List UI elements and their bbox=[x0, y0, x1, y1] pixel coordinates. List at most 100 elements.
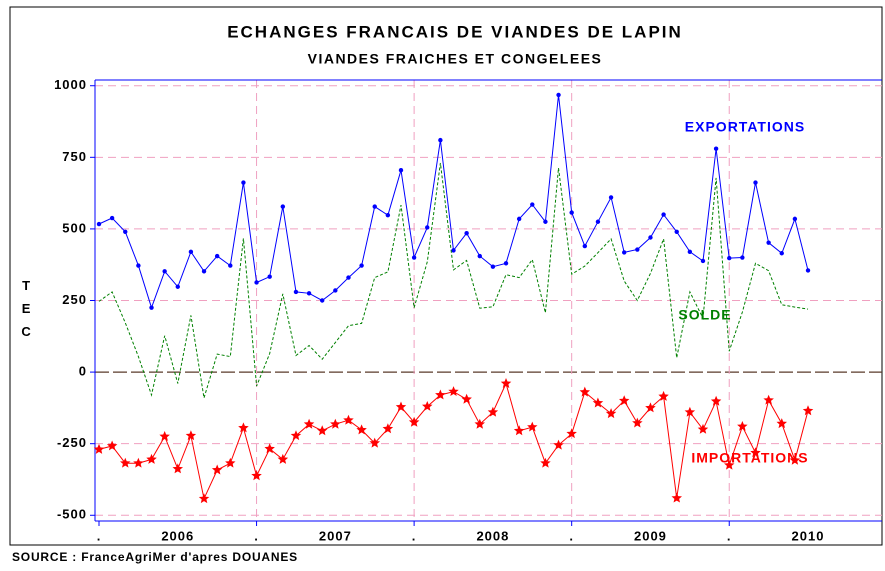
point bbox=[146, 453, 157, 464]
point bbox=[671, 492, 682, 503]
point bbox=[737, 421, 748, 431]
point bbox=[120, 457, 131, 468]
point bbox=[162, 269, 167, 274]
y-tick-label: 250 bbox=[62, 292, 87, 307]
x-tick-label: . bbox=[727, 528, 732, 543]
point bbox=[185, 430, 197, 441]
point bbox=[632, 417, 643, 428]
point bbox=[684, 406, 696, 417]
point bbox=[290, 430, 302, 441]
point bbox=[789, 454, 801, 465]
series-line bbox=[98, 162, 809, 399]
y-tick-label: -500 bbox=[57, 507, 87, 522]
point bbox=[605, 408, 617, 419]
point bbox=[648, 235, 653, 240]
point bbox=[802, 405, 814, 416]
point bbox=[477, 253, 482, 259]
point bbox=[753, 180, 758, 185]
point bbox=[303, 418, 315, 429]
x-tick-label: . bbox=[412, 528, 417, 543]
point bbox=[474, 418, 485, 429]
point bbox=[724, 459, 735, 470]
point bbox=[106, 440, 118, 451]
y-tick-label: 0 bbox=[79, 364, 87, 379]
point bbox=[359, 263, 364, 268]
point bbox=[543, 219, 548, 224]
point bbox=[490, 264, 496, 269]
point bbox=[385, 212, 391, 218]
chart-title: ECHANGES FRANCAIS DE VIANDES DE LAPIN bbox=[227, 22, 683, 41]
chart-subtitle: VIANDES FRAICHES ET CONGELEES bbox=[308, 51, 603, 67]
point bbox=[425, 225, 430, 230]
point bbox=[293, 289, 299, 295]
x-tick-label: 2008 bbox=[476, 528, 509, 543]
point bbox=[346, 275, 351, 280]
point bbox=[622, 250, 627, 255]
point bbox=[674, 229, 679, 234]
point bbox=[395, 401, 407, 412]
point bbox=[556, 92, 561, 98]
point bbox=[527, 421, 538, 432]
x-tick-label: . bbox=[569, 528, 574, 543]
point bbox=[461, 393, 472, 404]
x-tick-label: . bbox=[254, 528, 259, 543]
point bbox=[713, 146, 719, 151]
point bbox=[211, 464, 223, 475]
point bbox=[595, 219, 601, 224]
point bbox=[553, 439, 564, 450]
point bbox=[448, 386, 459, 396]
point bbox=[516, 216, 522, 222]
point bbox=[109, 215, 115, 221]
frame bbox=[9, 6, 883, 546]
point bbox=[569, 210, 574, 215]
point bbox=[435, 389, 446, 400]
point bbox=[201, 269, 207, 274]
point bbox=[123, 229, 128, 234]
y-axis-label: TEC bbox=[19, 278, 34, 347]
source-note: SOURCE : FranceAgriMer d'apres DOUANES bbox=[12, 550, 298, 564]
point bbox=[343, 414, 354, 425]
point bbox=[330, 418, 341, 429]
point bbox=[277, 453, 289, 464]
point bbox=[254, 280, 259, 285]
point bbox=[710, 395, 722, 406]
point bbox=[175, 284, 180, 289]
point bbox=[422, 401, 433, 411]
point bbox=[356, 424, 367, 435]
series-line bbox=[98, 382, 809, 501]
point bbox=[766, 240, 771, 245]
point bbox=[267, 274, 272, 279]
point bbox=[805, 268, 811, 273]
point bbox=[763, 394, 774, 405]
point bbox=[687, 249, 693, 255]
point bbox=[317, 425, 328, 436]
point bbox=[487, 406, 499, 417]
point bbox=[264, 443, 275, 454]
point bbox=[241, 180, 246, 185]
point bbox=[214, 253, 220, 259]
point bbox=[333, 288, 338, 293]
point bbox=[635, 247, 640, 252]
point bbox=[582, 243, 588, 249]
series-label: SOLDE bbox=[678, 307, 731, 323]
x-tick-label: 2009 bbox=[634, 528, 667, 543]
point bbox=[96, 221, 102, 227]
point bbox=[608, 195, 614, 200]
point bbox=[133, 457, 144, 468]
point bbox=[149, 305, 154, 310]
point bbox=[530, 202, 535, 207]
point bbox=[579, 386, 590, 397]
point bbox=[93, 443, 105, 454]
point bbox=[566, 428, 577, 439]
point bbox=[727, 255, 732, 261]
point bbox=[369, 437, 380, 448]
point bbox=[238, 422, 249, 433]
point bbox=[372, 204, 377, 209]
point bbox=[513, 425, 525, 436]
x-tick-label: 2010 bbox=[792, 528, 825, 543]
point bbox=[320, 298, 325, 303]
point bbox=[251, 470, 262, 481]
point bbox=[619, 395, 630, 406]
x-tick-label: . bbox=[97, 528, 102, 543]
point bbox=[159, 431, 170, 441]
